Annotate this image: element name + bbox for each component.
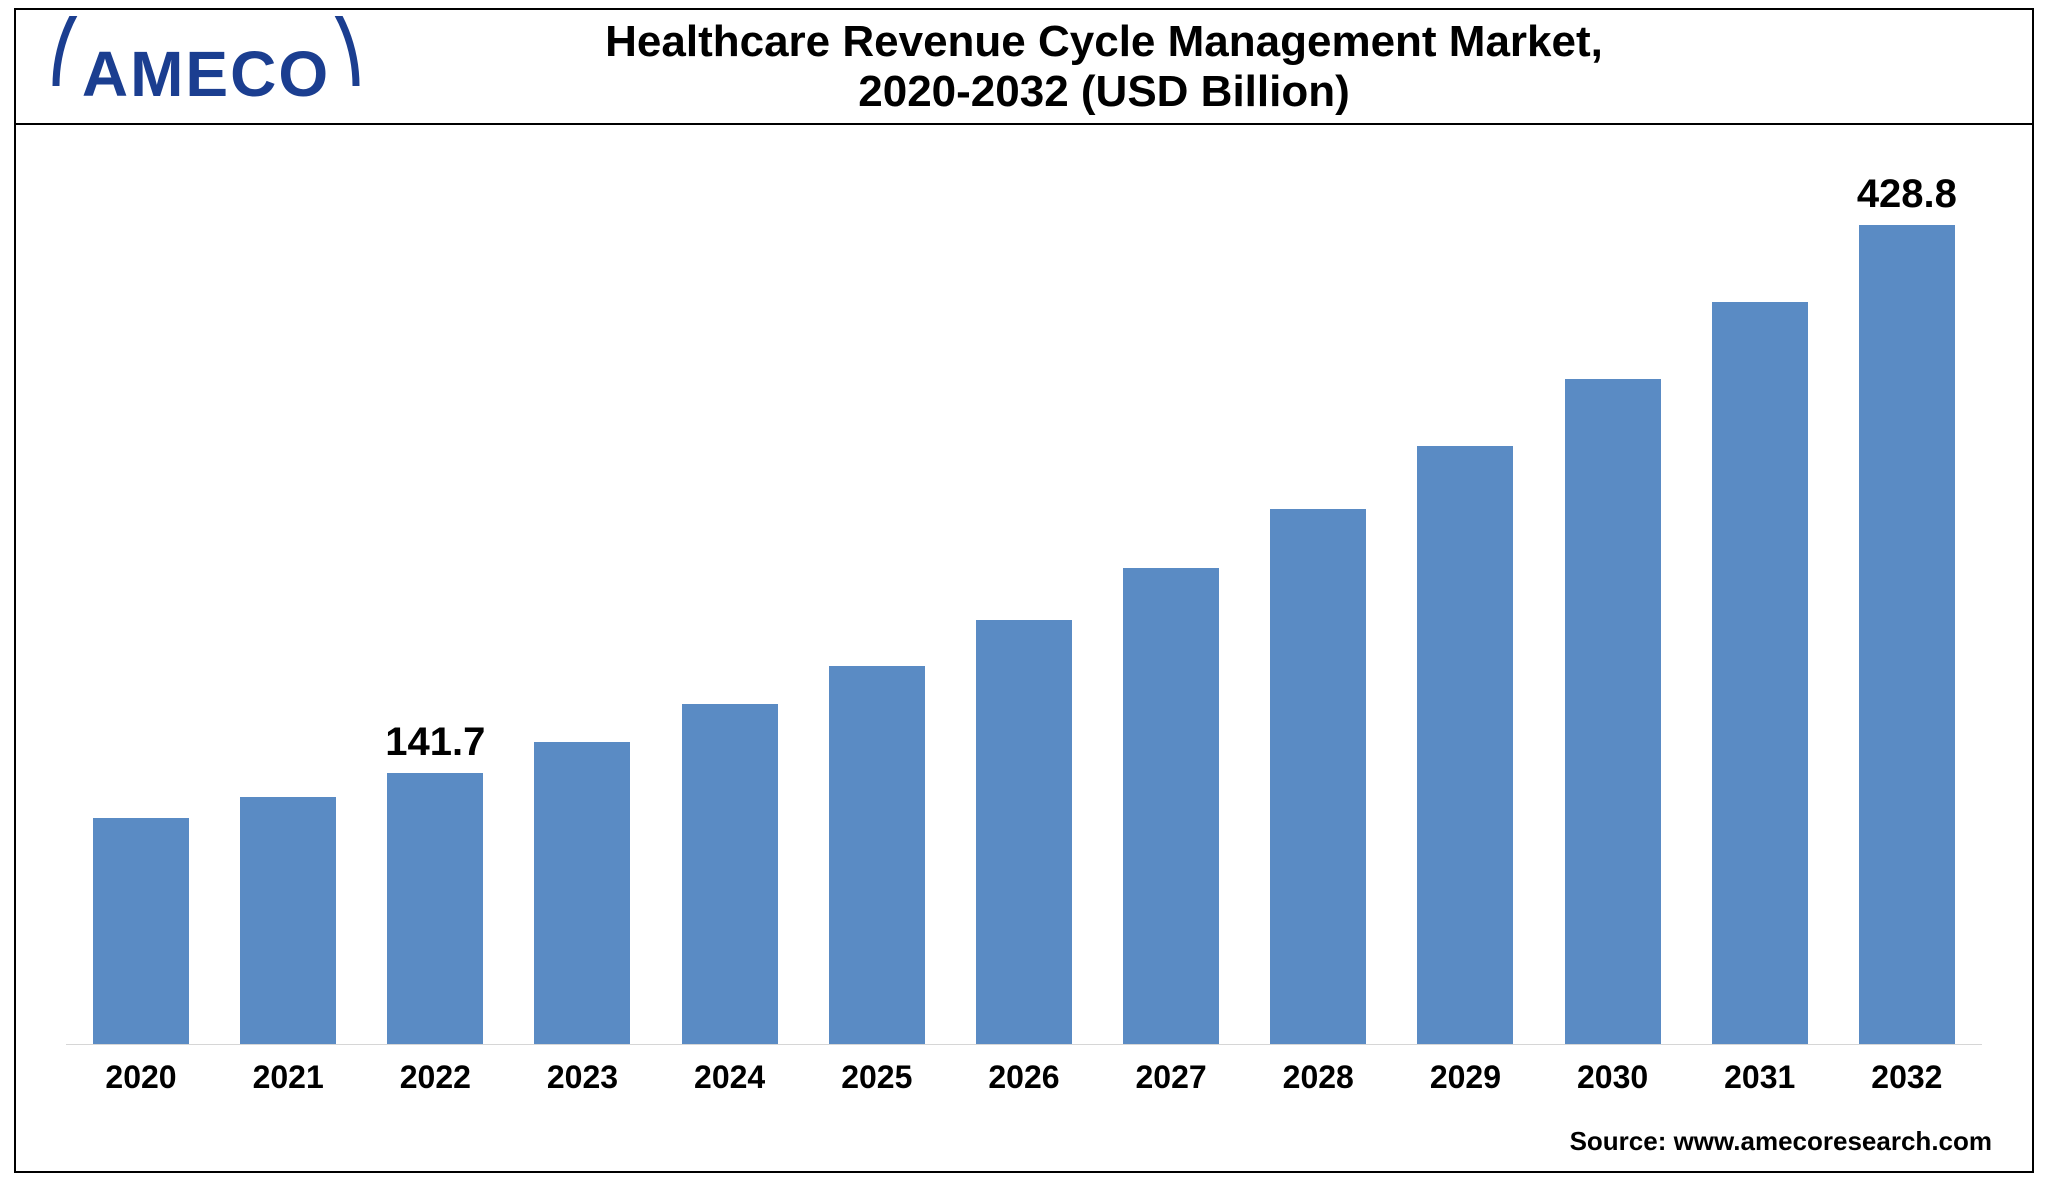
xaxis-tick-label: 2022 xyxy=(370,1059,500,1096)
bar xyxy=(829,666,925,1044)
xaxis-tick-label: 2020 xyxy=(76,1059,206,1096)
chart-title: Healthcare Revenue Cycle Management Mark… xyxy=(406,17,2002,117)
brand-logo: AMECO xyxy=(46,16,366,117)
bar xyxy=(682,704,778,1044)
bar-group xyxy=(1106,568,1236,1044)
bar-group xyxy=(76,818,206,1044)
bar xyxy=(1565,379,1661,1044)
bars-container: 141.7428.8 xyxy=(66,185,1982,1045)
chart-title-line2: 2020-2032 (USD Billion) xyxy=(406,67,1802,117)
chart-title-line1: Healthcare Revenue Cycle Management Mark… xyxy=(406,17,1802,67)
xaxis-tick-label: 2031 xyxy=(1695,1059,1825,1096)
chart-card: AMECO Healthcare Revenue Cycle Managemen… xyxy=(14,8,2034,1173)
xaxis-tick-label: 2029 xyxy=(1400,1059,1530,1096)
bar xyxy=(93,818,189,1044)
xaxis-tick-label: 2028 xyxy=(1253,1059,1383,1096)
bar-group xyxy=(223,797,353,1044)
bar xyxy=(1859,225,1955,1044)
xaxis-tick-label: 2026 xyxy=(959,1059,1089,1096)
logo-text: AMECO xyxy=(82,38,330,110)
bar-group xyxy=(1400,446,1530,1044)
bar-value-label: 141.7 xyxy=(385,720,485,765)
bar-group xyxy=(517,742,647,1044)
bar-group xyxy=(1695,302,1825,1044)
xaxis-tick-label: 2023 xyxy=(517,1059,647,1096)
xaxis-labels: 2020 2021 2022 2023 2024 2025 2026 2027 2028 2029… xyxy=(66,1045,1982,1096)
bar xyxy=(1712,302,1808,1044)
bar-group xyxy=(959,620,1089,1044)
bar xyxy=(1417,446,1513,1044)
header: AMECO Healthcare Revenue Cycle Managemen… xyxy=(16,10,2032,125)
xaxis-tick-label: 2021 xyxy=(223,1059,353,1096)
xaxis-tick-label: 2032 xyxy=(1842,1059,1972,1096)
bar-group: 141.7 xyxy=(370,720,500,1044)
source-attribution: Source: www.amecoresearch.com xyxy=(16,1116,2032,1171)
ameco-logo-svg: AMECO xyxy=(46,16,366,112)
bar xyxy=(1123,568,1219,1044)
bar-group xyxy=(1548,379,1678,1044)
xaxis-tick-label: 2024 xyxy=(665,1059,795,1096)
chart-plot-area: 141.7428.8 20202021202220232024202520262… xyxy=(16,125,2032,1116)
bar-group xyxy=(812,666,942,1044)
bar-group: 428.8 xyxy=(1842,172,1972,1044)
bar-value-label: 428.8 xyxy=(1857,172,1957,217)
bar xyxy=(387,773,483,1044)
xaxis-tick-label: 2027 xyxy=(1106,1059,1236,1096)
bar-group xyxy=(665,704,795,1044)
bar xyxy=(240,797,336,1044)
xaxis-tick-label: 2025 xyxy=(812,1059,942,1096)
bar-group xyxy=(1253,509,1383,1044)
bar xyxy=(1270,509,1366,1044)
xaxis-tick-label: 2030 xyxy=(1548,1059,1678,1096)
bar xyxy=(534,742,630,1044)
bar xyxy=(976,620,1072,1044)
